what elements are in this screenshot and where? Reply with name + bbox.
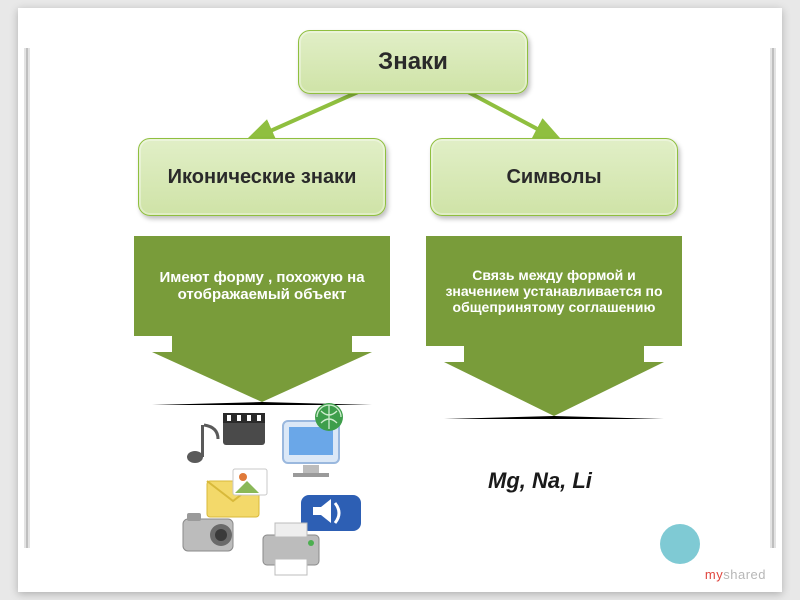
watermark: myshared (705, 567, 766, 582)
iconic-desc-arrow-body: Имеют форму , похожую на отображаемый об… (134, 236, 390, 336)
symbols-desc-text: Связь между формой и значением устанавли… (436, 267, 672, 315)
root-node: Знаки (298, 30, 528, 94)
watermark-my: my (705, 567, 723, 582)
envelope-photo-icon (207, 469, 267, 517)
iconic-signs-node: Иконические знаки (138, 138, 386, 216)
symbols-arrow-shaft (464, 346, 644, 362)
watermark-shared: shared (723, 567, 766, 582)
accent-dot-icon (660, 524, 700, 564)
symbols-node: Символы (430, 138, 678, 216)
camera-icon (183, 513, 233, 551)
symbols-desc-arrow-body: Связь между формой и значением устанавли… (426, 236, 682, 346)
iconic-arrow-shaft (172, 336, 352, 352)
music-note-icon (187, 425, 218, 463)
iconic-signs-label: Иконические знаки (168, 166, 357, 189)
iconic-arrow-head-icon (152, 352, 372, 405)
speaker-icon (301, 495, 361, 531)
monitor-globe-icon (283, 403, 343, 477)
symbols-arrow-head-icon (444, 362, 664, 419)
symbols-label: Символы (506, 166, 601, 189)
icon-cluster (163, 403, 423, 588)
film-icon (223, 413, 265, 445)
icon-cluster-svg (163, 403, 423, 583)
root-label: Знаки (378, 48, 448, 76)
chem-symbols-text: Mg, Na, Li (488, 468, 592, 494)
iconic-desc-text: Имеют форму , похожую на отображаемый об… (144, 269, 380, 303)
slide: Знаки Иконические знаки Символы Имеют фо… (18, 8, 782, 592)
